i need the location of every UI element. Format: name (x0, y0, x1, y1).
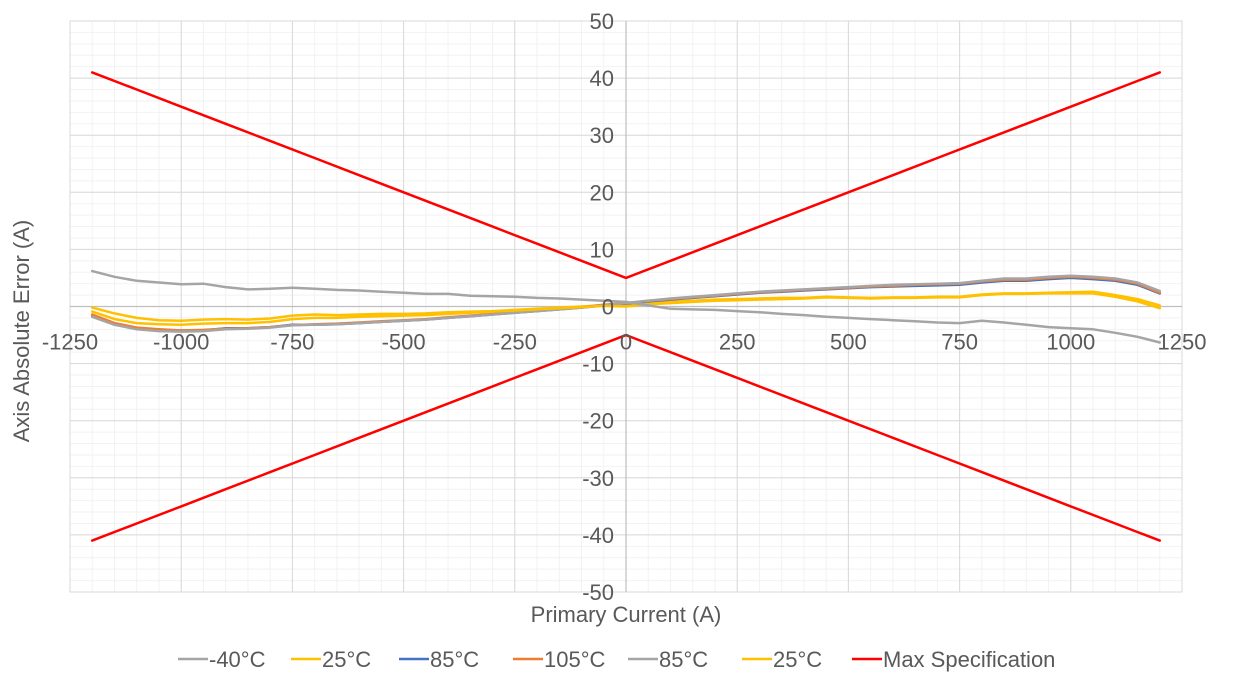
x-tick-label: 1250 (1158, 330, 1207, 355)
legend: -40°C 25°C 85°C 105°C 85°C 25°C Max Specificat… (178, 647, 1055, 672)
legend-label: 85°C (659, 647, 708, 672)
y-axis-tick-labels: 50 40 30 20 10 0 -10 -20 -30 -40 -50 (582, 9, 614, 605)
series-line (90, 292, 1162, 327)
series-line (90, 71, 1162, 280)
x-tick-label: 1000 (1046, 330, 1095, 355)
x-axis-title: Primary Current (A) (531, 602, 722, 627)
y-tick-label: -40 (582, 523, 614, 548)
y-tick-label: 0 (602, 295, 614, 320)
x-tick-label: -500 (382, 330, 426, 355)
legend-label: 105°C (544, 647, 606, 672)
legend-item: Max Specification (852, 647, 1055, 672)
y-axis-title: Axis Absolute Error (A) (9, 220, 34, 443)
x-tick-label: 750 (941, 330, 978, 355)
legend-item: 25°C (742, 647, 822, 672)
y-tick-label: 40 (590, 66, 614, 91)
legend-item: 85°C (399, 647, 479, 672)
legend-item: 85°C (628, 647, 708, 672)
data-series (90, 71, 1162, 542)
x-tick-label: 0 (620, 330, 632, 355)
y-tick-label: 30 (590, 123, 614, 148)
legend-label: 25°C (773, 647, 822, 672)
y-tick-label: -10 (582, 352, 614, 377)
x-axis-tick-labels: -1250 -1000 -750 -500 -250 0 250 500 750 1000 1250 (42, 330, 1207, 355)
legend-label: Max Specification (883, 647, 1055, 672)
legend-label: -40°C (209, 647, 266, 672)
x-tick-label: -750 (270, 330, 314, 355)
y-tick-label: 10 (590, 237, 614, 262)
legend-item: -40°C (178, 647, 266, 672)
series-line (624, 300, 1162, 344)
x-tick-label: 500 (830, 330, 867, 355)
y-tick-label: -30 (582, 466, 614, 491)
legend-item: 25°C (291, 647, 371, 672)
x-tick-label: -1000 (153, 330, 209, 355)
x-tick-label: -250 (493, 330, 537, 355)
legend-item: 105°C (513, 647, 606, 672)
series-line (90, 333, 1162, 542)
series-line (90, 269, 628, 304)
y-tick-label: 20 (590, 180, 614, 205)
legend-label: 85°C (430, 647, 479, 672)
y-tick-label: 50 (590, 9, 614, 34)
y-tick-label: -50 (582, 580, 614, 605)
x-tick-label: -1250 (42, 330, 98, 355)
legend-label: 25°C (322, 647, 371, 672)
y-tick-label: -20 (582, 409, 614, 434)
x-tick-label: 250 (719, 330, 756, 355)
